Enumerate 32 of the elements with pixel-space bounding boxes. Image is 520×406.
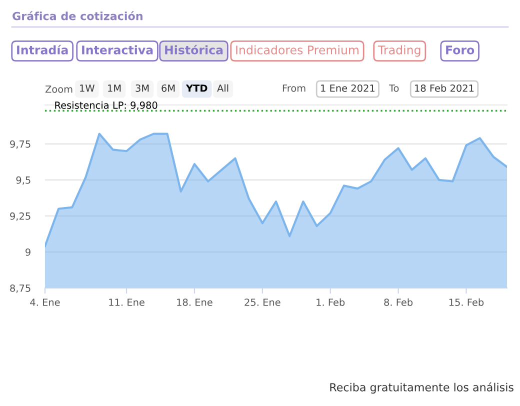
text: Intradía bbox=[17, 44, 68, 54]
text: Reciba gratuitamente los análisis bbox=[330, 382, 514, 394]
y-tick-label: 8,75 bbox=[10, 284, 30, 293]
text: Indicadores Premium bbox=[236, 45, 358, 54]
y-tick-label: 9 bbox=[26, 248, 30, 256]
chart-title: Gráfica de cotización bbox=[12, 11, 142, 20]
x-tick-label: 8. Feb bbox=[384, 298, 413, 306]
ref-line-label: Resistencia LP: 9,980 bbox=[55, 101, 158, 110]
text: Histórica bbox=[165, 44, 223, 54]
text: 1M bbox=[108, 84, 121, 92]
text: Zoom bbox=[45, 86, 72, 93]
text: Trading bbox=[378, 45, 420, 57]
text: YTD bbox=[186, 84, 208, 92]
text: 1W bbox=[80, 84, 94, 92]
y-tick-label: 9,25 bbox=[10, 212, 30, 221]
x-tick-label: 1. Feb bbox=[316, 298, 345, 306]
x-tick-label: 25. Ene bbox=[244, 298, 280, 306]
text: 3M bbox=[136, 84, 149, 92]
text: All bbox=[217, 84, 228, 92]
text: From bbox=[282, 84, 306, 92]
x-tick-label: 11. Ene bbox=[109, 298, 144, 306]
y-tick-label: 9,5 bbox=[16, 176, 30, 185]
text: 1 Ene 2021 bbox=[321, 84, 374, 92]
x-tick-label: 15. Feb bbox=[449, 298, 484, 306]
text: 6M bbox=[162, 84, 175, 92]
text: Interactiva bbox=[82, 45, 153, 54]
x-tick-label: 18. Ene bbox=[177, 298, 212, 306]
text: To bbox=[388, 84, 399, 92]
text: Foro bbox=[446, 46, 474, 54]
text: 18 Feb 2021 bbox=[415, 84, 474, 92]
y-tick-label: 9,75 bbox=[10, 140, 30, 149]
x-tick-label: 4. Ene bbox=[30, 298, 60, 306]
